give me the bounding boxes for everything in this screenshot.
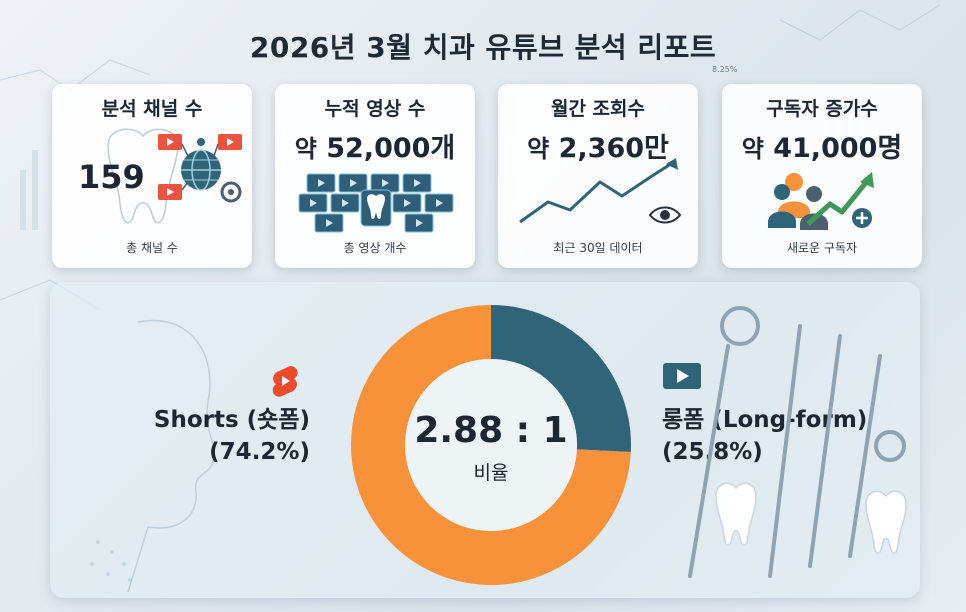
donut-chart	[348, 302, 634, 588]
video-play-icon	[663, 363, 701, 389]
trend-line-icon	[519, 158, 678, 224]
card-channels-footnote: 총 채널 수	[126, 241, 178, 255]
card-subscribers-value-number: 41,000명	[773, 133, 903, 164]
card-views-value-prefix: 약	[527, 135, 550, 163]
card-videos-footnote: 총 영상 개수	[343, 241, 407, 255]
card-subscribers-title: 구독자 증가수	[766, 98, 878, 120]
card-subscribers-value: 약 41,000명	[722, 126, 922, 165]
card-videos-value-number: 52,000개	[326, 133, 456, 164]
card-subscribers-value-prefix: 약	[741, 135, 764, 163]
donut-hole	[405, 359, 577, 531]
card-views-value-number: 2,360만	[558, 133, 669, 164]
card-channels: 분석 채널 수 159 총 채널 수	[52, 84, 252, 268]
dental-tools-decoration	[688, 306, 907, 578]
globe-network-icon	[158, 134, 242, 203]
card-channels-title: 분석 채널 수	[101, 98, 203, 120]
eye-icon	[648, 206, 682, 224]
face-wireframe-decoration	[90, 319, 215, 592]
card-views: 월간 조회수 약 2,360만 최근 30일 데이터	[498, 84, 698, 268]
people-growth-icon	[768, 172, 874, 230]
shorts-percent: (74.2%)	[209, 439, 310, 466]
card-videos-value-prefix: 약	[294, 135, 317, 163]
card-channels-value: 159	[78, 158, 145, 196]
donut-chart-svg	[351, 305, 631, 585]
card-videos-title: 누적 영상 수	[324, 98, 426, 120]
shorts-label-group: Shorts (숏폼) (74.2%)	[140, 404, 310, 468]
donut-center-label: 비율	[473, 462, 509, 484]
page-title: 2026년 3월 치과 유튜브 분석 리포트	[249, 31, 717, 64]
youtube-shorts-icon	[272, 366, 298, 397]
donut-slice-shorts	[351, 305, 631, 585]
shorts-label: Shorts (숏폼)	[153, 407, 310, 433]
longform-label: 롱폼 (Long-form)	[662, 407, 868, 433]
ratio-panel: 2.88 : 1 비율 Shorts (숏폼) (74.2%) 롱폼 (Long…	[50, 282, 920, 598]
card-videos-value: 약 52,000개	[275, 126, 475, 165]
card-views-footnote: 최근 30일 데이터	[553, 241, 643, 255]
card-subscribers: 구독자 증가수 약 41,000명 새로운 구독자	[722, 84, 922, 268]
background-figure-label: 8.25%	[712, 65, 738, 74]
card-views-title: 월간 조회수	[550, 98, 645, 120]
card-views-value: 약 2,360만	[498, 126, 698, 165]
tooth-outline-icon	[107, 128, 179, 224]
video-grid-icon	[298, 173, 454, 233]
donut-center-ratio: 2.88 : 1	[414, 410, 568, 451]
card-videos: 누적 영상 수 약 52,000개 총 영상 개수	[275, 84, 475, 268]
card-subscribers-footnote: 새로운 구독자	[786, 241, 858, 255]
donut-slice-longform	[491, 305, 631, 453]
